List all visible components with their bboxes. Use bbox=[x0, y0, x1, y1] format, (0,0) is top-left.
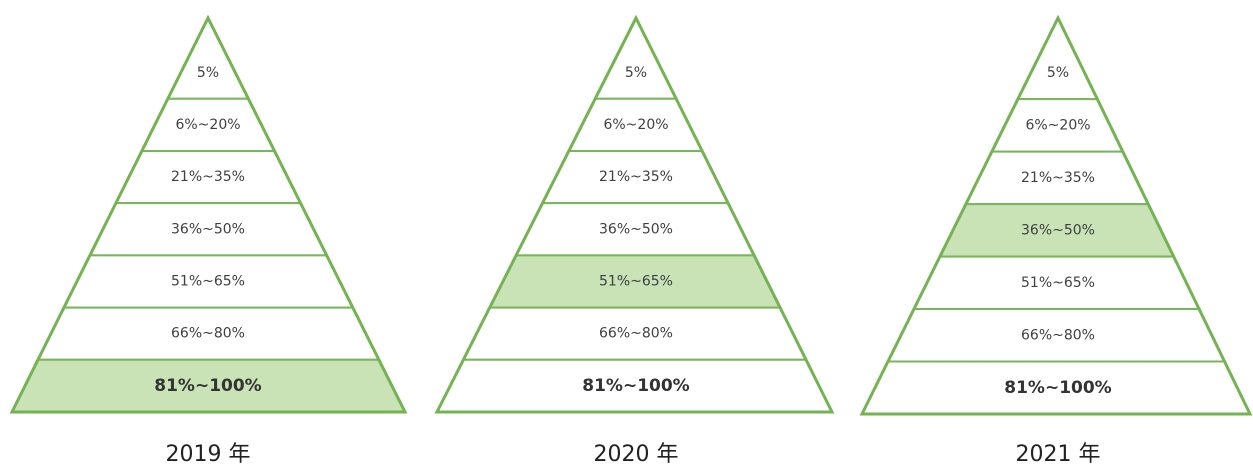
tier-label: 6%~20% bbox=[603, 117, 668, 133]
tier-label: 66%~80% bbox=[1021, 327, 1095, 343]
tier bbox=[593, 15, 678, 100]
tier-label: 81%~100% bbox=[582, 376, 689, 396]
tier-label: 51%~65% bbox=[171, 273, 245, 289]
tier-label: 36%~50% bbox=[171, 221, 245, 237]
tier-label: 66%~80% bbox=[171, 326, 245, 342]
tier-label: 81%~100% bbox=[154, 376, 261, 396]
year-label: 2019 年 bbox=[166, 442, 251, 467]
tier-label: 6%~20% bbox=[175, 117, 240, 133]
pyramid: 5% 6%~20% 21%~35% 36%~50% 51%~65% 66%~80% 81%~… bbox=[9, 14, 408, 467]
tier-label: 21%~35% bbox=[599, 169, 673, 185]
tier-label: 66%~80% bbox=[599, 326, 673, 342]
tier-label: 5% bbox=[1047, 65, 1069, 81]
tier-label: 51%~65% bbox=[599, 273, 673, 289]
tier bbox=[1016, 15, 1099, 101]
year-label: 2021 年 bbox=[1016, 442, 1101, 467]
pyramid: 5% 6%~20% 21%~35% 36%~50% 51%~65% 66%~80% 81%~… bbox=[859, 14, 1253, 467]
tier-label: 81%~100% bbox=[1004, 378, 1111, 398]
pyramid-outline bbox=[434, 14, 835, 414]
tier bbox=[166, 15, 251, 100]
tier-label: 51%~65% bbox=[1021, 275, 1095, 291]
tier-label: 21%~35% bbox=[1021, 170, 1095, 186]
pyramid-outline bbox=[859, 14, 1253, 416]
pyramid: 5% 6%~20% 21%~35% 36%~50% 51%~65% 66%~80% 81%~… bbox=[434, 14, 835, 467]
tier-label: 6%~20% bbox=[1025, 117, 1090, 133]
tier-label: 5% bbox=[197, 65, 219, 81]
tier-label: 36%~50% bbox=[1021, 222, 1095, 238]
pyramid-outline bbox=[9, 14, 408, 414]
tier-label: 36%~50% bbox=[599, 221, 673, 237]
tier-label: 21%~35% bbox=[171, 169, 245, 185]
tier-label: 5% bbox=[625, 65, 647, 81]
year-label: 2020 年 bbox=[594, 442, 679, 467]
